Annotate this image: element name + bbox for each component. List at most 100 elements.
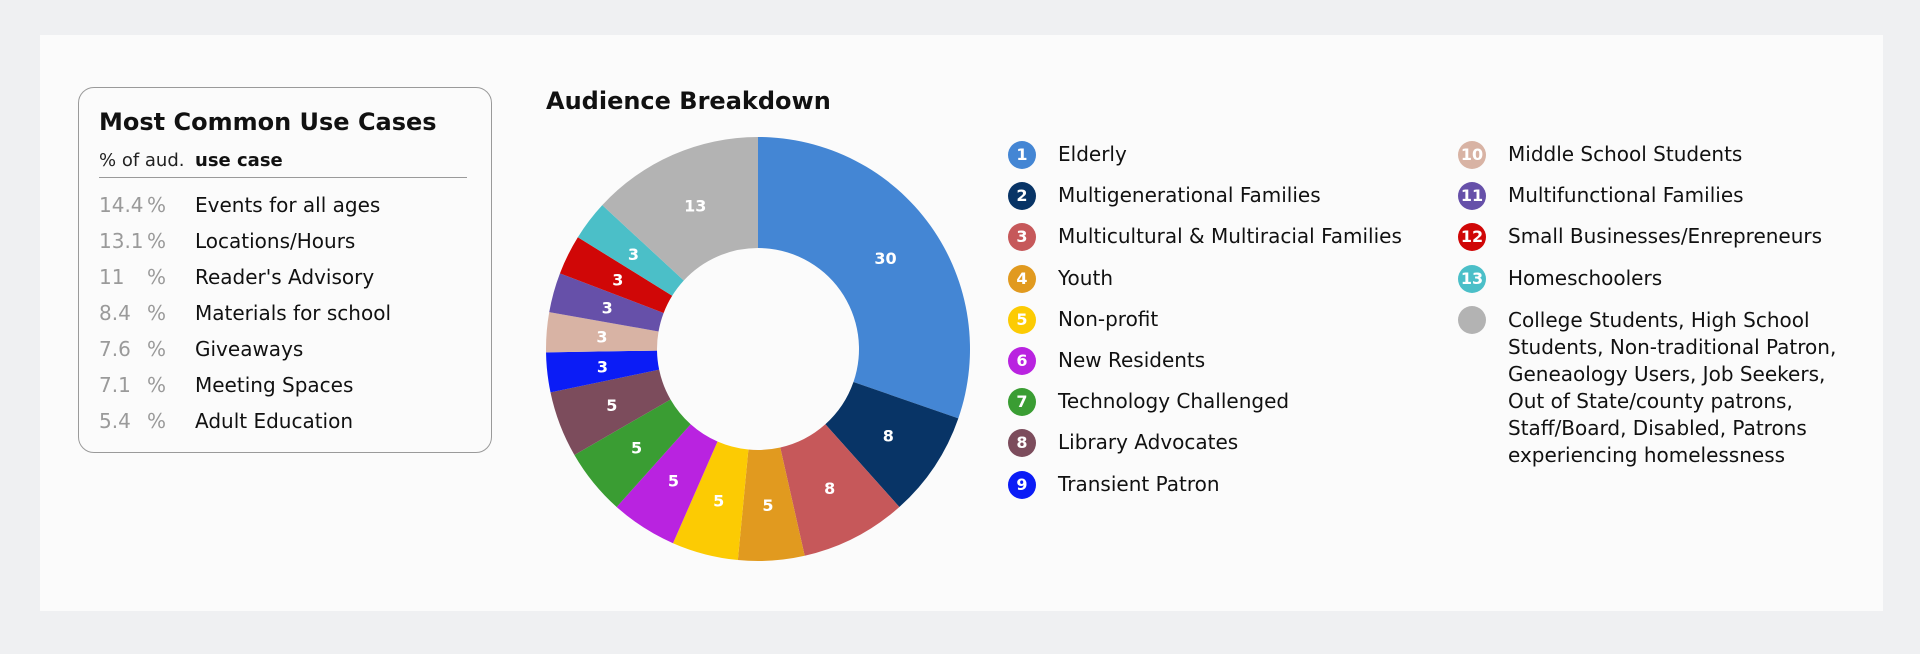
use-case-percent: 5.4 — [99, 409, 131, 433]
chart-title: Audience Breakdown — [546, 87, 831, 115]
legend-marker: 11 — [1458, 182, 1486, 211]
legend-label: Small Businesses/Enrepreneurs — [1508, 224, 1823, 249]
donut-slice — [758, 137, 970, 419]
use-case-unit: % — [147, 265, 167, 289]
legend-marker: 6 — [1008, 346, 1036, 375]
header-divider — [99, 177, 467, 178]
donut-slice — [616, 424, 718, 544]
legend-marker: 3 — [1008, 223, 1036, 252]
use-case-row: 11% Reader's Advisory — [99, 262, 479, 298]
use-cases-list: 14.4% Events for all ages 13.1% Locations/H… — [99, 190, 479, 442]
legend-column-1: 1 Elderly 2 Multigenerational Families 3 Mult… — [1008, 139, 1428, 510]
donut-slice — [550, 369, 671, 455]
donut-slice — [825, 382, 959, 507]
legend-marker — [1458, 305, 1486, 334]
slice-value-label: 8 — [883, 427, 894, 446]
donut-slice — [673, 441, 749, 561]
legend-label: Elderly — [1058, 142, 1127, 166]
use-case-row: 8.4% Materials for school — [99, 298, 479, 334]
use-case-unit: % — [147, 337, 167, 361]
legend-label: Middle School Students — [1508, 142, 1743, 166]
legend-item: 11 Multifunctional Families — [1458, 180, 1858, 221]
legend-item: 6 New Residents — [1008, 345, 1428, 386]
use-case-unit: % — [147, 229, 167, 253]
use-case-row: 13.1% Locations/Hours — [99, 226, 479, 262]
slice-value-label: 3 — [628, 245, 639, 264]
slice-value-label: 5 — [668, 472, 679, 491]
use-case-unit: % — [147, 373, 167, 397]
donut-slice — [546, 350, 660, 393]
legend-label: Multigenerational Families — [1058, 183, 1321, 208]
legend-item: 3 Multicultural & Multiracial Families — [1008, 221, 1428, 262]
legend-item: 4 Youth — [1008, 263, 1428, 304]
legend-item: 7 Technology Challenged — [1008, 386, 1428, 427]
legend-label: Library Advocates — [1058, 430, 1239, 455]
slice-value-label: 3 — [596, 328, 607, 347]
legend-label: New Residents — [1058, 347, 1206, 372]
donut-slice — [577, 205, 684, 296]
dashboard-panel: Most Common Use Cases % of aud. use case… — [40, 35, 1883, 611]
donut-slice — [559, 237, 673, 313]
use-case-name: Reader's Advisory — [195, 265, 375, 289]
use-case-percent: 7.1 — [99, 373, 131, 397]
legend-label: Multicultural & Multiracial Families — [1058, 224, 1402, 249]
legend-column-2: 10 Middle School Students 11 Multifunctiona… — [1458, 139, 1858, 467]
use-case-name: Events for all ages — [195, 193, 381, 217]
legend-item: College Students, High School Students, … — [1458, 304, 1858, 467]
legend-item: 5 Non-profit — [1008, 304, 1428, 345]
use-cases-header: % of aud. use case — [99, 150, 467, 176]
slice-value-label: 5 — [762, 496, 773, 515]
legend-label: Non-profit — [1058, 306, 1159, 331]
legend-marker: 4 — [1008, 264, 1036, 293]
legend-item: 8 Library Advocates — [1008, 427, 1428, 468]
use-case-unit: % — [147, 409, 167, 433]
slice-value-label: 8 — [824, 479, 835, 498]
legend-marker: 8 — [1008, 429, 1036, 458]
legend-item: 1 Elderly — [1008, 139, 1428, 180]
use-case-percent: 11 — [99, 265, 125, 289]
legend-item: 9 Transient Patron — [1008, 469, 1428, 510]
use-case-percent: 14.4 — [99, 193, 144, 217]
slice-value-label: 3 — [602, 298, 613, 317]
use-case-name: Materials for school — [195, 301, 392, 325]
donut-slice — [574, 399, 691, 507]
legend-marker: 13 — [1458, 264, 1486, 293]
header-percent-of-audience: % of aud. — [99, 150, 185, 171]
use-cases-card: Most Common Use Cases % of aud. use case… — [78, 87, 492, 453]
donut-slice — [780, 424, 900, 556]
use-case-unit: % — [147, 301, 167, 325]
use-case-row: 7.6% Giveaways — [99, 334, 479, 370]
legend-label: Youth — [1058, 265, 1113, 290]
legend-item: 2 Multigenerational Families — [1008, 180, 1428, 221]
slice-value-label: 3 — [612, 271, 623, 290]
donut-slice — [737, 447, 805, 561]
slice-value-label: 5 — [606, 396, 617, 415]
legend-item: 12 Small Businesses/Enrepreneurs — [1458, 221, 1858, 262]
legend-item: 13 Homeschoolers — [1458, 263, 1858, 304]
legend-label: Transient Patron — [1058, 471, 1220, 496]
use-case-name: Adult Education — [195, 409, 354, 433]
donut-slice — [546, 312, 659, 353]
legend-item: 10 Middle School Students — [1458, 139, 1858, 180]
use-case-name: Giveaways — [195, 337, 304, 361]
legend-marker: 1 — [1008, 141, 1036, 169]
use-case-percent: 8.4 — [99, 301, 131, 325]
legend-marker: 12 — [1458, 223, 1486, 252]
use-case-name: Locations/Hours — [195, 229, 356, 253]
legend-label: Technology Challenged — [1058, 389, 1290, 414]
use-case-row: 7.1% Meeting Spaces — [99, 370, 479, 406]
slice-value-label: 5 — [713, 491, 724, 510]
legend-label: College Students, High School Students, … — [1508, 307, 1837, 467]
legend-marker: 7 — [1008, 388, 1036, 417]
use-cases-title: Most Common Use Cases — [99, 108, 437, 136]
legend-label: Multifunctional Families — [1508, 183, 1744, 208]
donut-slice — [602, 137, 758, 281]
legend-label: Homeschoolers — [1508, 265, 1663, 290]
use-case-percent: 7.6 — [99, 337, 131, 361]
use-case-row: 5.4% Adult Education — [99, 406, 479, 442]
slice-value-label: 5 — [631, 439, 642, 458]
slice-value-label: 13 — [684, 197, 706, 216]
legend-marker: 10 — [1458, 141, 1486, 169]
slice-value-label: 3 — [597, 357, 608, 376]
